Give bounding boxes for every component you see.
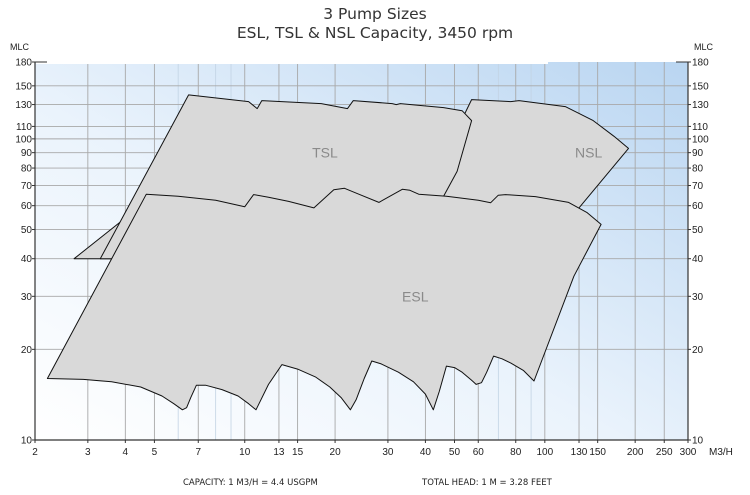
x-tick-label: 60 — [473, 447, 485, 458]
x-tick-label: 130 — [571, 447, 588, 458]
x-tick-label: 3 — [85, 447, 91, 458]
y-tick-label-right: 20 — [692, 345, 704, 356]
y-tick-label-left: 70 — [21, 181, 33, 192]
header-mask — [36, 57, 548, 64]
y-tick-label-right: 110 — [692, 122, 708, 133]
y-axis-label-right: MLC — [694, 42, 714, 52]
y-tick-label-left: 100 — [15, 134, 32, 145]
x-tick-label: 30 — [382, 447, 394, 458]
nsl-label: NSL — [575, 145, 602, 161]
chart-subtitle: ESL, TSL & NSL Capacity, 3450 rpm — [236, 24, 514, 42]
x-tick-label: 4 — [123, 447, 129, 458]
y-tick-label-left: 80 — [21, 164, 33, 175]
chart-title: 3 Pump Sizes — [323, 5, 427, 23]
capacity-conversion-note: CAPACITY: 1 M3/H = 4.4 USGPM — [183, 478, 318, 488]
x-tick-label: 15 — [292, 447, 304, 458]
y-tick-label-right: 90 — [692, 148, 704, 159]
y-tick-label-left: 130 — [15, 100, 32, 111]
x-tick-label: 100 — [536, 447, 553, 458]
x-tick-label: 40 — [420, 447, 432, 458]
x-tick-label: 300 — [680, 447, 697, 458]
y-tick-label-right: 30 — [692, 292, 704, 303]
x-tick-label: 10 — [239, 447, 251, 458]
esl-coverage-area — [46, 187, 602, 411]
x-tick-label: 7 — [195, 447, 201, 458]
tsl-label: TSL — [312, 145, 338, 161]
y-tick-label-right: 80 — [692, 164, 704, 175]
x-tick-label: 13 — [273, 447, 285, 458]
y-tick-label-left: 90 — [21, 148, 33, 159]
y-tick-label-right: 50 — [692, 225, 704, 236]
y-tick-label-right: 10 — [692, 436, 704, 447]
x-tick-label: 150 — [589, 447, 606, 458]
y-tick-label-left: 150 — [15, 81, 32, 92]
y-tick-label-left: 110 — [16, 122, 32, 133]
y-tick-label-left: 180 — [15, 58, 32, 69]
y-tick-label-left: 40 — [21, 254, 33, 265]
y-tick-label-right: 130 — [692, 100, 709, 111]
y-tick-label-right: 60 — [692, 201, 704, 212]
y-tick-label-right: 70 — [692, 181, 704, 192]
x-tick-label: 5 — [152, 447, 158, 458]
y-tick-label-right: 150 — [692, 81, 709, 92]
x-tick-label: 20 — [330, 447, 342, 458]
x-tick-label: 250 — [656, 447, 673, 458]
y-tick-label-right: 180 — [692, 58, 709, 69]
x-axis-label: M3/H — [709, 447, 733, 458]
x-tick-label: 50 — [449, 447, 461, 458]
esl-label: ESL — [402, 288, 429, 304]
y-tick-label-left: 30 — [21, 292, 33, 303]
x-tick-label: 2 — [32, 447, 38, 458]
x-tick-label: 80 — [510, 447, 522, 458]
y-tick-label-right: 40 — [692, 254, 704, 265]
y-tick-label-right: 100 — [692, 134, 709, 145]
y-tick-label-left: 50 — [21, 225, 33, 236]
x-tick-label: 200 — [627, 447, 644, 458]
y-tick-label-left: 20 — [21, 345, 33, 356]
y-axis-label-left: MLC — [10, 42, 30, 52]
y-tick-label-left: 10 — [21, 436, 33, 447]
y-tick-label-left: 60 — [21, 201, 33, 212]
head-conversion-note: TOTAL HEAD: 1 M = 3.28 FEET — [422, 478, 552, 488]
